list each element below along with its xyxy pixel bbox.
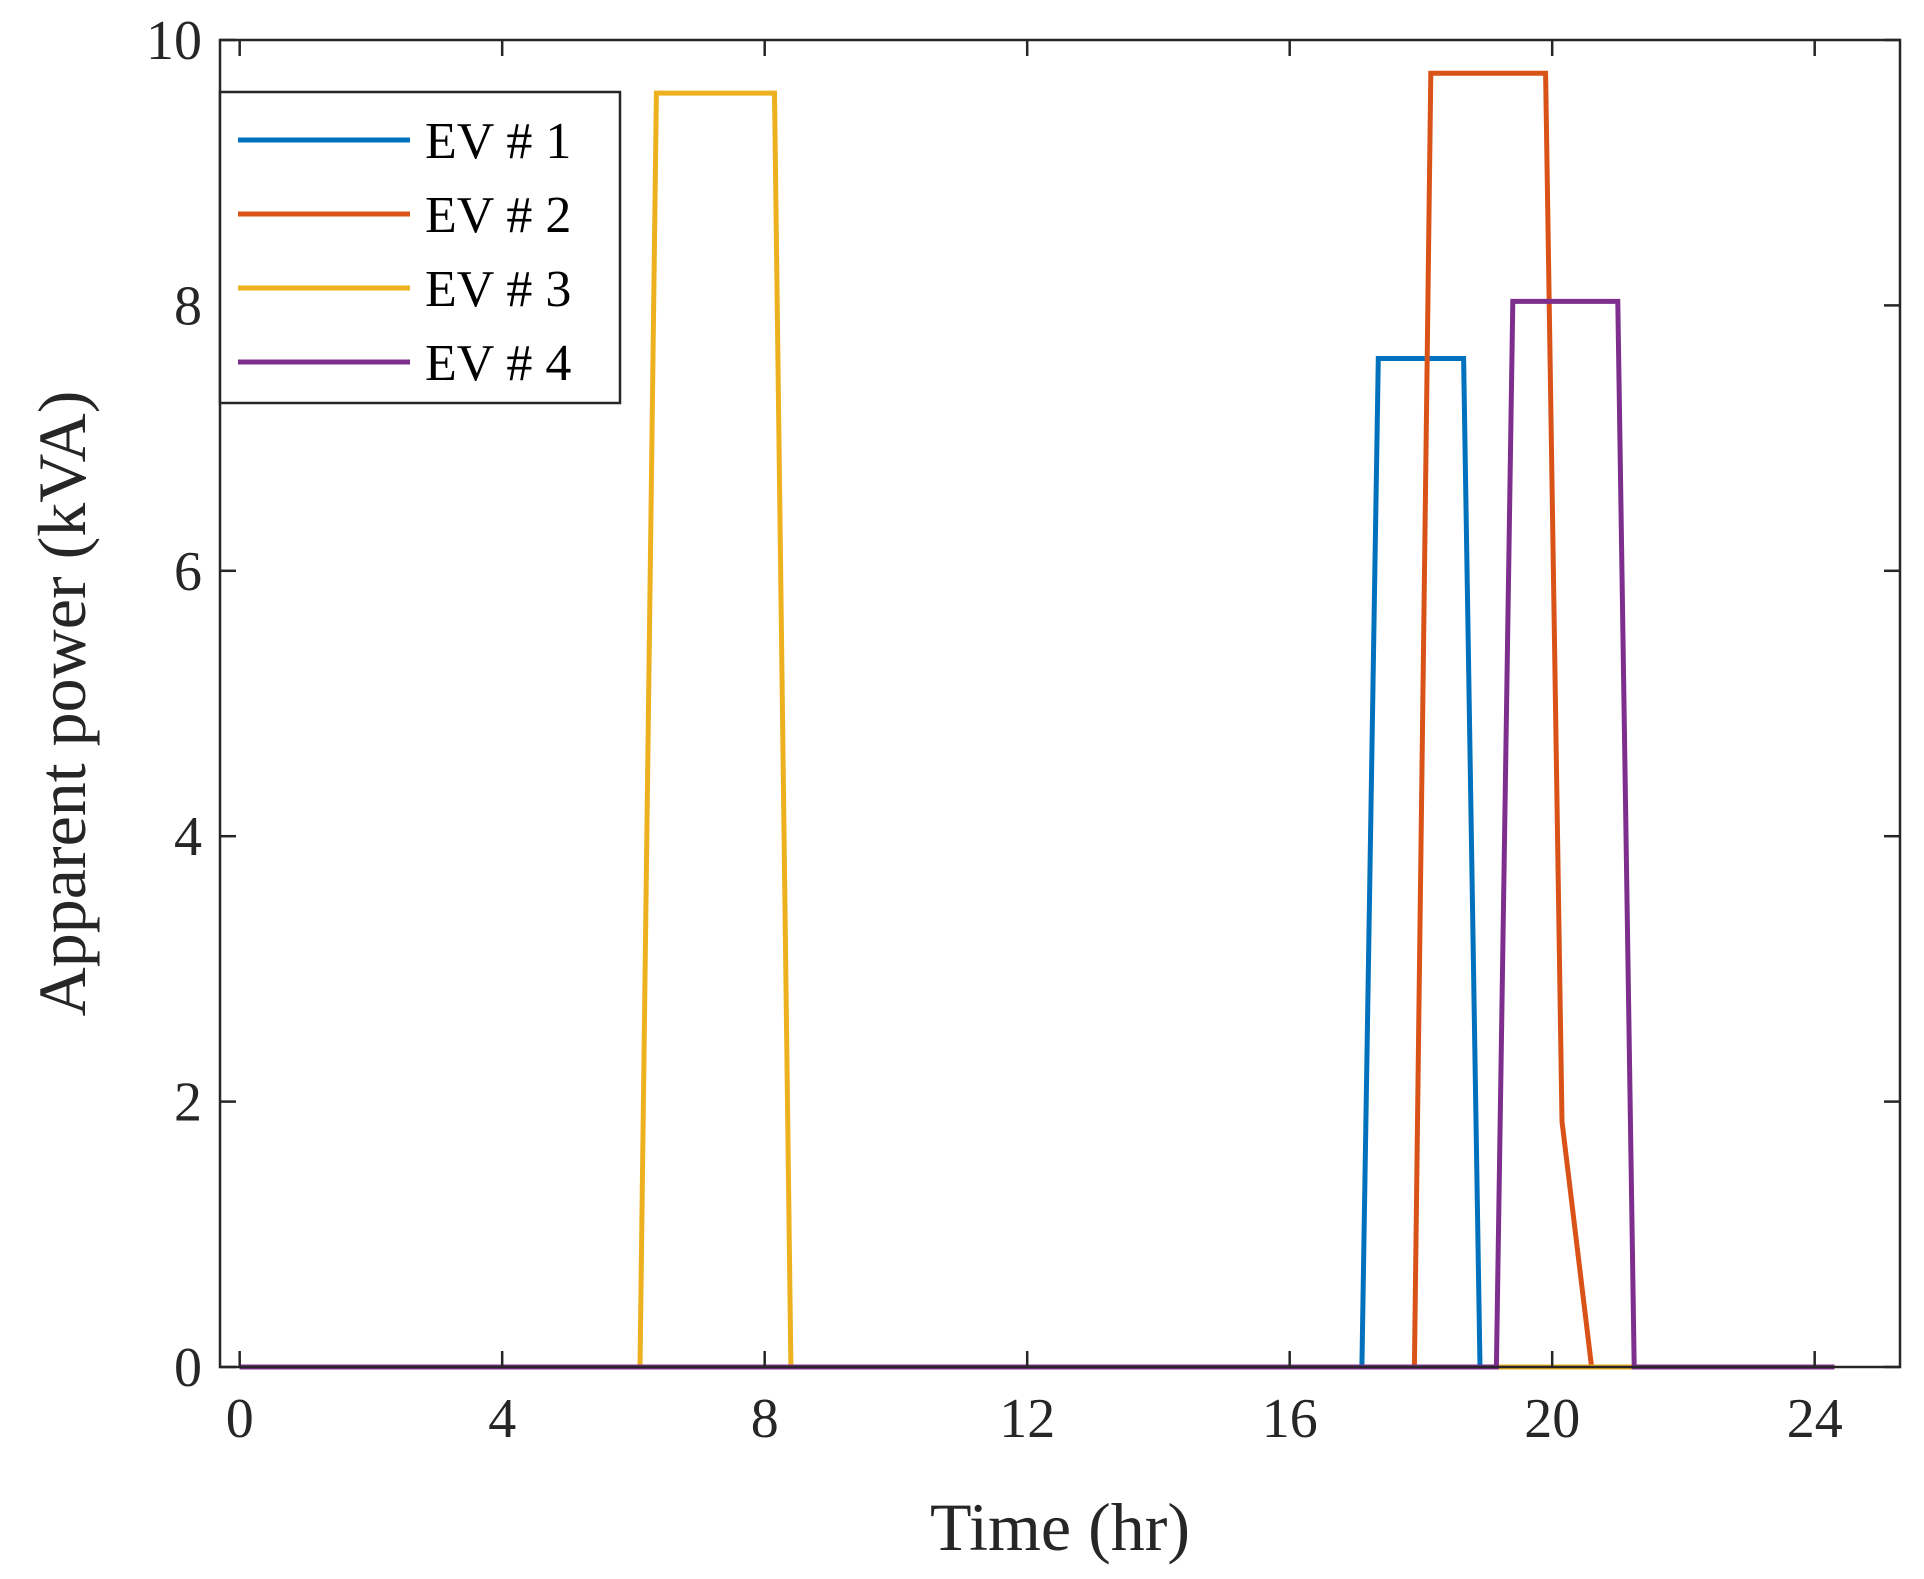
y-tick-label: 4 xyxy=(174,806,202,868)
legend-label-ev-3: EV # 3 xyxy=(425,261,571,318)
x-tick-label: 24 xyxy=(1787,1388,1843,1450)
y-tick-label: 0 xyxy=(174,1337,202,1399)
x-tick-label: 20 xyxy=(1524,1388,1580,1450)
x-tick-label: 0 xyxy=(226,1388,254,1450)
legend-label-ev-4: EV # 4 xyxy=(425,335,571,392)
y-tick-label: 6 xyxy=(174,541,202,603)
legend-label-ev-2: EV # 2 xyxy=(425,187,571,244)
x-tick-label: 8 xyxy=(751,1388,779,1450)
y-tick-label: 8 xyxy=(174,275,202,337)
legend-box xyxy=(218,90,622,405)
x-tick-label: 4 xyxy=(488,1388,516,1450)
x-axis-title: Time (hr) xyxy=(930,1489,1190,1565)
legend: EV # 1 EV # 2 EV # 3 EV # 4 xyxy=(218,90,622,405)
axes-box xyxy=(218,38,1902,1369)
x-tick-label: 12 xyxy=(999,1388,1055,1450)
y-axis-title: Apparent power (kVA) xyxy=(24,391,100,1017)
y-tick-label: 10 xyxy=(146,10,202,72)
y-tick-label: 2 xyxy=(174,1072,202,1134)
x-tick-label: 16 xyxy=(1262,1388,1318,1450)
legend-label-ev-1: EV # 1 xyxy=(425,113,571,170)
